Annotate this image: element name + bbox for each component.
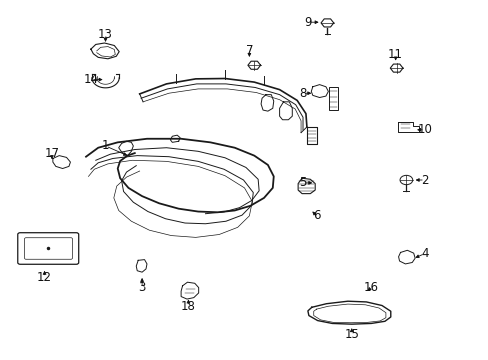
Text: 13: 13 xyxy=(98,28,113,41)
Text: 15: 15 xyxy=(344,328,359,341)
Text: 2: 2 xyxy=(420,174,428,186)
Text: 8: 8 xyxy=(299,87,306,100)
Text: 16: 16 xyxy=(363,281,378,294)
Text: 18: 18 xyxy=(181,300,196,313)
Text: 5: 5 xyxy=(299,176,306,189)
Text: 17: 17 xyxy=(44,147,59,159)
Text: 11: 11 xyxy=(387,48,402,61)
Text: 6: 6 xyxy=(312,210,320,222)
Text: 1: 1 xyxy=(102,139,109,152)
Text: 14: 14 xyxy=(83,73,98,86)
Text: 12: 12 xyxy=(37,271,52,284)
Text: 4: 4 xyxy=(420,247,428,260)
Text: 7: 7 xyxy=(245,44,253,57)
Text: 9: 9 xyxy=(304,16,311,29)
Text: 3: 3 xyxy=(138,281,145,294)
Text: 10: 10 xyxy=(417,123,431,136)
